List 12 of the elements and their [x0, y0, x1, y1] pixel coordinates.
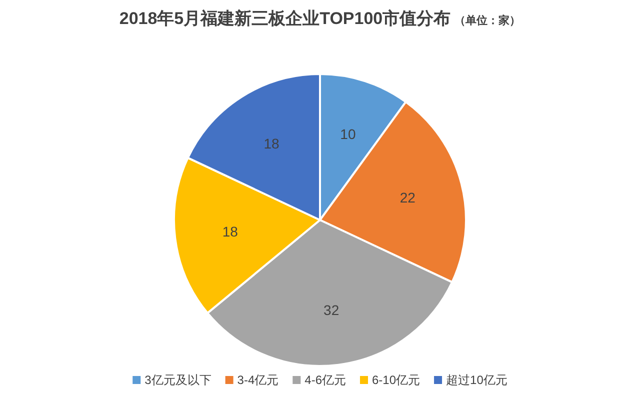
- legend-label: 4-6亿元: [304, 373, 346, 387]
- chart-subtitle: （单位：家）: [454, 14, 521, 27]
- data-label: 18: [264, 136, 280, 152]
- legend-label: 6-10亿元: [372, 373, 420, 387]
- chart-title: 2018年5月福建新三板企业TOP100市值分布: [119, 9, 451, 28]
- data-label: 22: [400, 189, 416, 206]
- legend-label: 超过10亿元: [446, 373, 508, 387]
- data-label: 18: [222, 223, 238, 240]
- legend-label: 3亿元及以下: [144, 373, 212, 387]
- data-label: 10: [340, 126, 356, 142]
- legend-label: 3-4亿元: [237, 373, 279, 387]
- data-label: 32: [324, 302, 340, 318]
